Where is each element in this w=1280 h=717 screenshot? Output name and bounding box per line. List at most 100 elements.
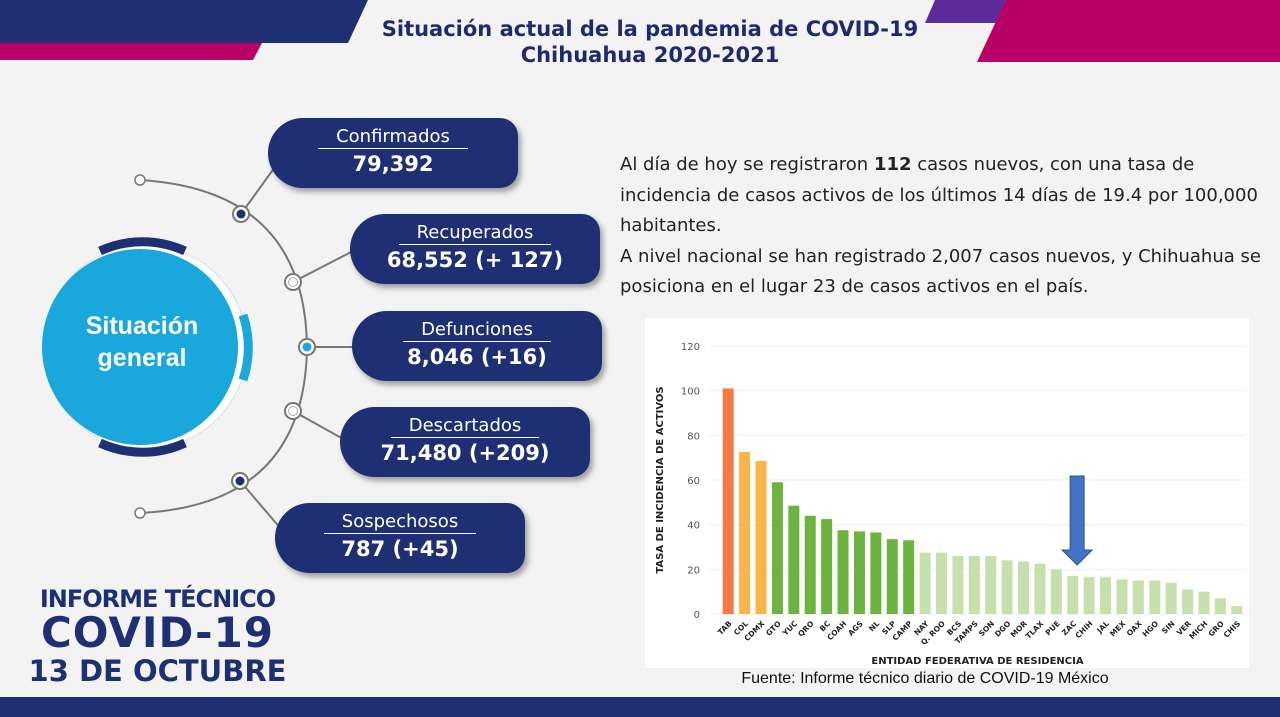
x-tick-label: HGO bbox=[1141, 619, 1161, 639]
summary-paragraph-2: A nivel nacional se han registrado 2,007… bbox=[620, 245, 1261, 298]
bar-gto bbox=[771, 482, 783, 614]
bar-pue bbox=[1050, 569, 1062, 614]
summary-text: Al día de hoy se registraron 112 casos n… bbox=[620, 150, 1270, 303]
bar-tlax bbox=[1034, 563, 1046, 614]
report-date: 13 DE OCTUBRE bbox=[28, 654, 287, 688]
bar-camp bbox=[903, 540, 915, 614]
header-navy-band bbox=[0, 0, 368, 43]
hub-circle bbox=[42, 237, 253, 457]
bar-oax bbox=[1132, 580, 1144, 614]
x-tick-label: SON bbox=[977, 619, 996, 638]
bar-qro bbox=[804, 515, 816, 614]
x-tick-label: TAB bbox=[716, 619, 734, 637]
y-tick-label: 60 bbox=[687, 476, 700, 487]
bar-cdmx bbox=[755, 461, 767, 614]
y-tick-label: 0 bbox=[694, 610, 700, 621]
x-tick-label: AGS bbox=[846, 619, 865, 638]
hub-label-line-2: general bbox=[97, 344, 187, 372]
bar-bc bbox=[821, 519, 833, 614]
bar-hgo bbox=[1149, 580, 1161, 614]
stat-value: 79,392 bbox=[352, 152, 434, 176]
page-title: Situación actual de la pandemia de COVID… bbox=[300, 16, 1000, 68]
bar-jal bbox=[1100, 577, 1112, 614]
connector-end-node bbox=[134, 174, 146, 186]
bar-bcs bbox=[952, 555, 964, 614]
bar-dgo bbox=[1001, 560, 1013, 614]
bar-coah bbox=[837, 530, 849, 614]
bar-nay bbox=[919, 552, 931, 614]
bar-gro bbox=[1214, 598, 1226, 614]
bar-sin bbox=[1165, 582, 1177, 614]
bar-ver bbox=[1182, 589, 1194, 614]
bar-tab bbox=[722, 388, 734, 614]
stat-label: Confirmados bbox=[318, 126, 468, 149]
y-tick-label: 20 bbox=[687, 565, 700, 576]
logo-line-2: COVID-19 bbox=[40, 608, 275, 657]
x-tick-label: OAX bbox=[1125, 619, 1144, 638]
hub-label: Situación general bbox=[42, 310, 242, 374]
title-line-2: Chihuahua 2020-2021 bbox=[520, 43, 780, 67]
chart-source: Fuente: Informe técnico diario de COVID-… bbox=[741, 670, 1109, 687]
highlight-arrow-icon bbox=[1060, 475, 1094, 566]
bar-mich bbox=[1198, 591, 1210, 614]
y-tick-label: 100 bbox=[681, 387, 700, 398]
bar-nl bbox=[870, 532, 882, 614]
new-cases-count: 112 bbox=[873, 154, 912, 175]
x-axis-label: ENTIDAD FEDERATIVA DE RESIDENCIA bbox=[871, 656, 1083, 667]
bar-chis bbox=[1231, 606, 1243, 614]
connector-end-node bbox=[134, 507, 146, 519]
incidence-chart: 0 20 40 60 80 100 120 TAB COL CDMX GTO YUC QRO BC COAH… bbox=[645, 318, 1249, 668]
bar-slp bbox=[886, 539, 898, 614]
bar-yuc bbox=[788, 505, 800, 614]
bar-ags bbox=[853, 531, 865, 614]
stat-value: 68,552 (+ 127) bbox=[386, 248, 564, 272]
stat-label: Sospechosos bbox=[323, 511, 477, 534]
x-tick-label: MEX bbox=[1108, 619, 1128, 639]
stat-recuperados: Recuperados 68,552 (+ 127) bbox=[350, 214, 600, 284]
logo-line-1: INFORME TÉCNICO bbox=[39, 585, 276, 613]
summary-text-part: Al día de hoy se registraron bbox=[620, 154, 874, 175]
stat-descartados: Descartados 71,480 (+209) bbox=[340, 407, 590, 477]
stat-label: Descartados bbox=[390, 415, 540, 438]
title-line-1: Situación actual de la pandemia de COVID… bbox=[381, 17, 919, 41]
stat-defunciones: Defunciones 8,046 (+16) bbox=[352, 311, 602, 381]
x-tick-label: CHIH bbox=[1073, 619, 1094, 640]
bar-col bbox=[739, 452, 751, 614]
bar-zac bbox=[1067, 576, 1079, 614]
header-magenta-right bbox=[977, 0, 1280, 62]
y-axis-label: TASA DE INCIDENCIA DE ACTIVOS bbox=[655, 386, 666, 573]
x-tick-label: YUC bbox=[780, 619, 799, 638]
stat-value: 8,046 (+16) bbox=[407, 345, 547, 369]
y-tick-label: 40 bbox=[687, 521, 700, 532]
x-tick-label: DGO bbox=[993, 619, 1013, 639]
bar-mex bbox=[1116, 579, 1128, 614]
bar-son bbox=[985, 555, 997, 614]
bar-chih bbox=[1083, 577, 1095, 614]
stat-confirmados: Confirmados 79,392 bbox=[268, 118, 518, 188]
report-logo: INFORME TÉCNICO COVID-19 13 DE OCTUBRE bbox=[20, 585, 295, 689]
x-tick-label: SIN bbox=[1160, 619, 1177, 636]
x-tick-label: TLAX bbox=[1024, 619, 1046, 641]
y-tick-label: 120 bbox=[681, 342, 700, 353]
x-tick-label: NL bbox=[867, 619, 881, 633]
bar-mor bbox=[1018, 561, 1030, 614]
x-tick-label: CHIS bbox=[1222, 619, 1242, 639]
stat-label: Defunciones bbox=[403, 319, 551, 342]
stat-value: 71,480 (+209) bbox=[380, 441, 550, 465]
bar-qroo bbox=[935, 552, 947, 614]
y-tick-label: 80 bbox=[687, 431, 700, 442]
x-tick-label: MICH bbox=[1187, 619, 1209, 641]
hub-label-line-1: Situación bbox=[85, 312, 199, 340]
summary-paragraph-1: Al día de hoy se registraron 112 casos n… bbox=[620, 150, 1270, 242]
header-purple-band bbox=[925, 0, 1006, 23]
footer-bar bbox=[0, 697, 1280, 717]
bar-tamps bbox=[968, 555, 980, 614]
x-tick-label: PUE bbox=[1044, 619, 1062, 637]
stat-value: 787 (+45) bbox=[341, 537, 459, 561]
stat-sospechosos: Sospechosos 787 (+45) bbox=[275, 503, 525, 573]
connector-nodes bbox=[231, 205, 316, 490]
summary-text-part: casos nuevos, con una tasa de incidencia… bbox=[620, 154, 1258, 236]
x-tick-label: GTO bbox=[764, 619, 783, 638]
